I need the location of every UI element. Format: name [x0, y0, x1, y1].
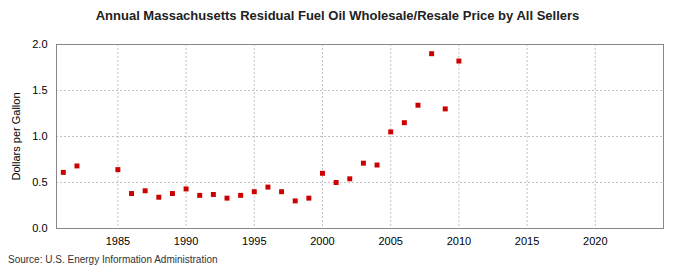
html-text:Source: U.S. Energy Informatio: Source: U.S. Energy Information Administ…	[8, 254, 218, 265]
svg-text:1985: 1985	[106, 235, 130, 247]
svg-text:1.5: 1.5	[32, 84, 47, 96]
svg-text:0.0: 0.0	[32, 222, 47, 234]
html-text:Annual Massachusetts Residual: Annual Massachusetts Residual Fuel Oil W…	[95, 8, 580, 23]
svg-text:2010: 2010	[447, 235, 471, 247]
svg-text:1990: 1990	[174, 235, 198, 247]
svg-text:2000: 2000	[310, 235, 334, 247]
svg-text:2005: 2005	[378, 235, 402, 247]
svg-text:2015: 2015	[515, 235, 539, 247]
svg-text:1995: 1995	[242, 235, 266, 247]
svg-text:Dollars per Gallon: Dollars per Gallon	[10, 92, 22, 180]
svg-text:2.0: 2.0	[32, 38, 47, 50]
svg-text:2020: 2020	[583, 235, 607, 247]
svg-text:0.5: 0.5	[32, 176, 47, 188]
svg-text:1.0: 1.0	[32, 130, 47, 142]
